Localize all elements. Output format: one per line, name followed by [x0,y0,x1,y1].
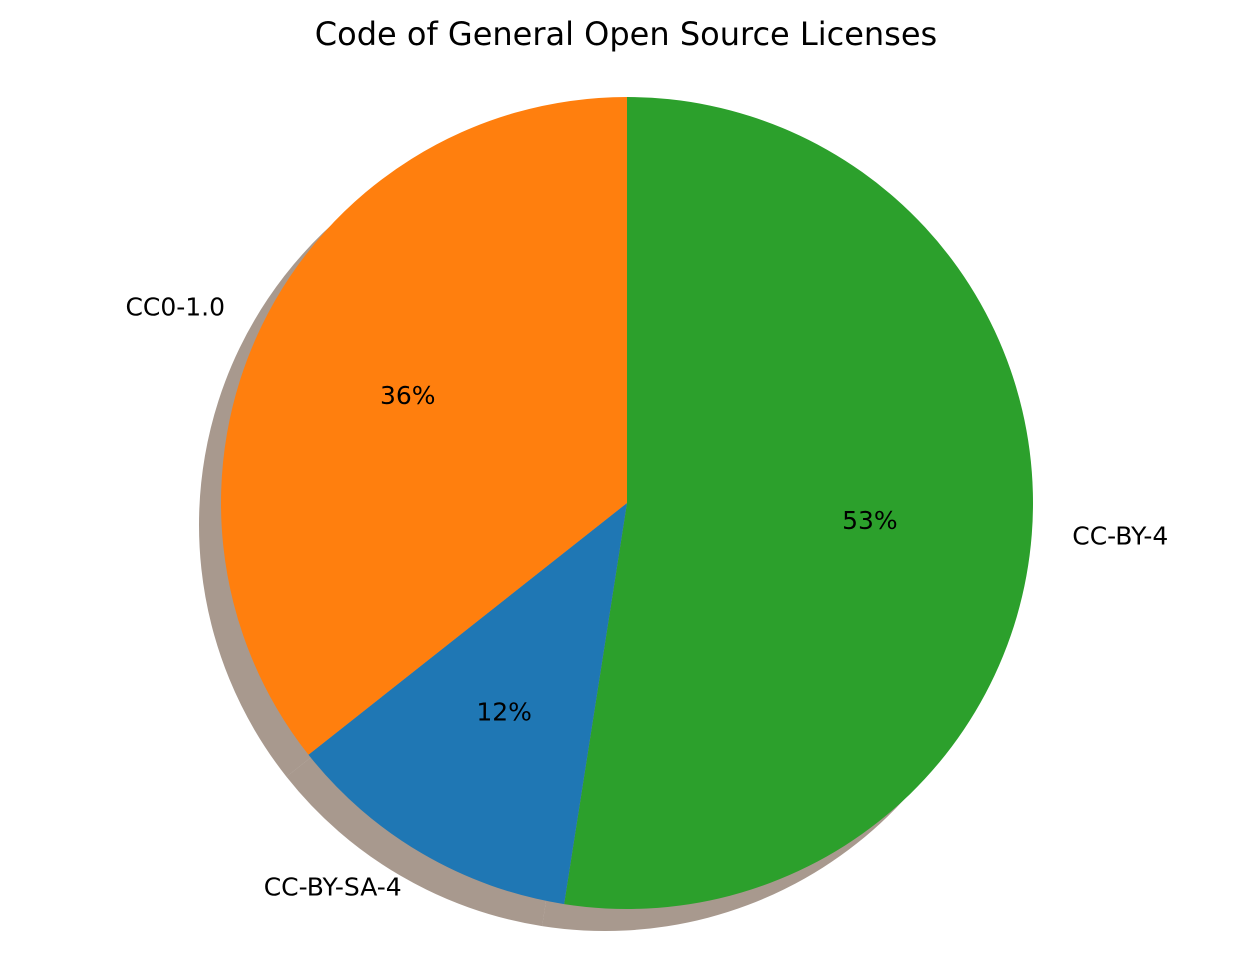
slice-cc0-1-0 [221,96,628,755]
pie-slices [221,96,1034,909]
chart-title: Code of General Open Source Licenses [315,15,937,53]
slice-cc-by-sa-4 [308,503,627,905]
pie-labels: CC-BY-4 53% CC-BY-SA-4 12% CC0-1.0 36% [125,292,1168,901]
slice-percent-cc-by-4: 53% [842,506,898,535]
slice-percent-cc-by-sa-4: 12% [476,697,532,726]
slice-label-cc-by-sa-4: CC-BY-SA-4 [264,873,402,902]
slice-label-cc-by-4: CC-BY-4 [1072,522,1168,551]
slice-percent-cc0-1-0: 36% [380,381,436,410]
slice-cc-by-4 [564,97,1034,909]
slice-label-cc0-1-0: CC0-1.0 [125,292,225,321]
